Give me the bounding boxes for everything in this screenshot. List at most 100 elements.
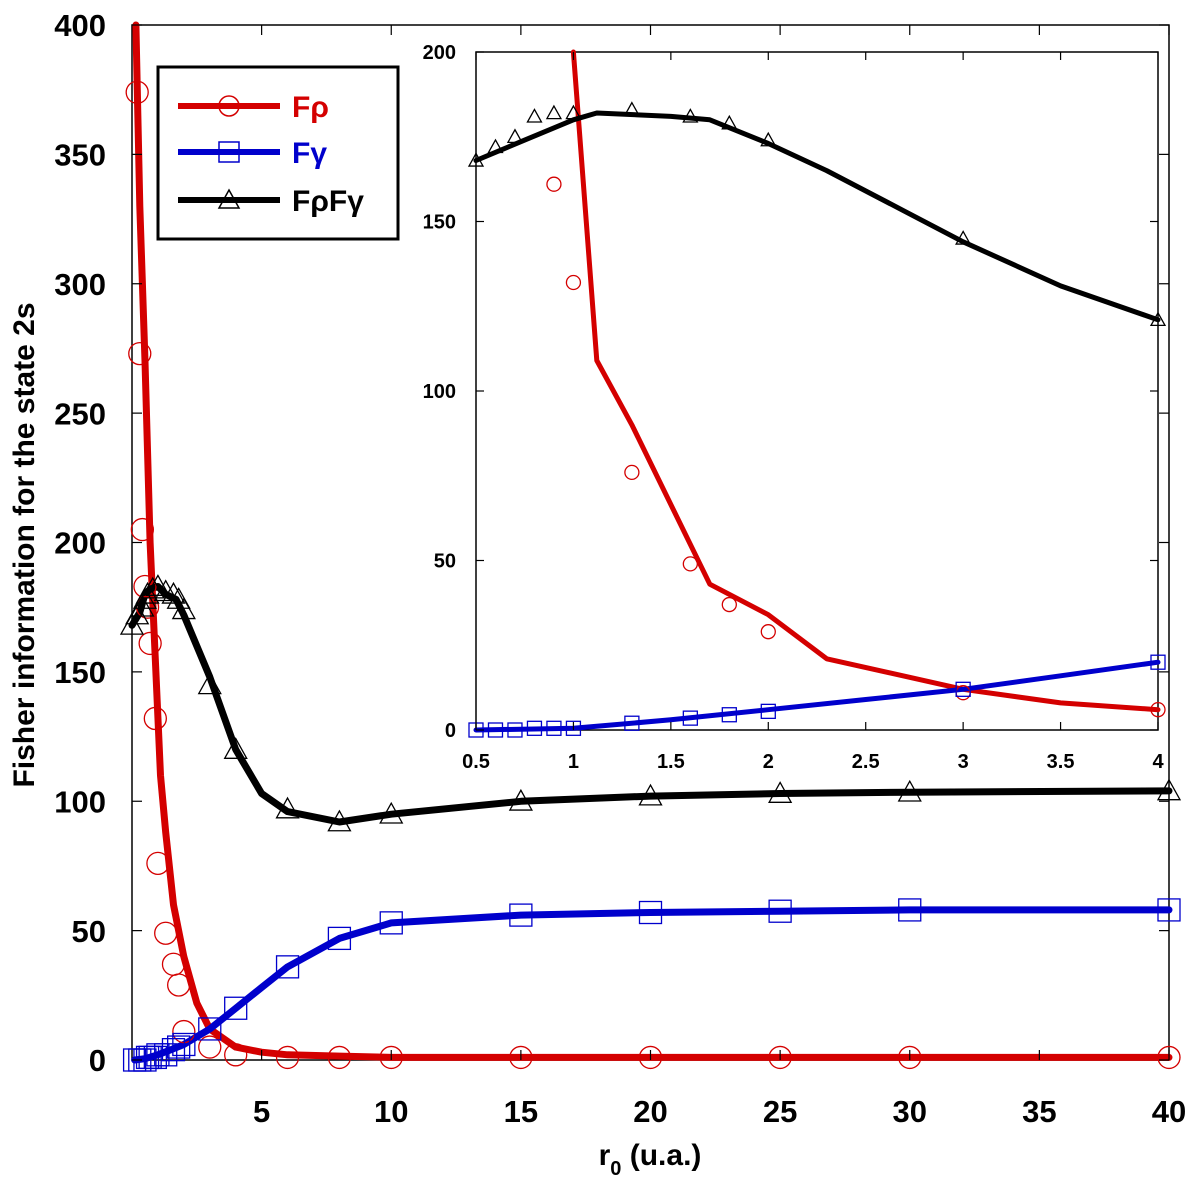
legend-square-marker bbox=[218, 141, 240, 163]
inset-point-frhofgamma bbox=[1149, 311, 1167, 327]
main-point-frho bbox=[198, 1035, 222, 1059]
inset-line-frho bbox=[570, 49, 1161, 713]
inset-point-frhofgamma bbox=[565, 104, 582, 120]
inset-point-frho bbox=[624, 464, 640, 481]
main-point-frho bbox=[167, 973, 191, 997]
inset-x-tick-label: 2 bbox=[763, 751, 774, 773]
main-point-frho bbox=[125, 80, 149, 104]
main-point-frhofgamma bbox=[223, 737, 248, 759]
main-point-frho bbox=[509, 1045, 533, 1070]
main-point-frhofgamma bbox=[508, 788, 533, 811]
main-point-frhofgamma bbox=[161, 581, 186, 604]
inset-point-fgamma bbox=[565, 720, 582, 736]
main-y-tick-label: 50 bbox=[72, 914, 106, 949]
main-point-fgamma bbox=[154, 1043, 178, 1067]
main-x-tick-label: 15 bbox=[504, 1094, 538, 1129]
main-x-tick-label: 35 bbox=[1022, 1094, 1056, 1129]
x-axis-label-unit: (u.a.) bbox=[621, 1139, 701, 1172]
main-x-tick-label: 30 bbox=[893, 1094, 927, 1129]
inset-point-frhofgamma bbox=[545, 104, 563, 120]
main-point-frhofgamma bbox=[135, 581, 160, 604]
main-point-frho bbox=[128, 341, 152, 366]
main-x-tick-label: 10 bbox=[374, 1094, 408, 1129]
x-axis-label: r0 (u.a.) bbox=[599, 1139, 702, 1180]
inset-point-fgamma bbox=[526, 720, 543, 736]
inset-point-frho bbox=[565, 274, 582, 291]
main-point-fgamma bbox=[275, 955, 300, 979]
main-point-frhofgamma bbox=[171, 597, 196, 620]
inset-point-frhofgamma bbox=[506, 128, 524, 143]
main-point-frho bbox=[143, 706, 167, 731]
main-point-frhofgamma bbox=[768, 781, 793, 803]
inset-x-tick-label: 1 bbox=[568, 751, 579, 773]
main-point-fgamma bbox=[172, 1032, 196, 1057]
legend-circle-marker bbox=[218, 95, 240, 117]
inset-series-markers bbox=[467, 101, 1167, 738]
inset-x-tick-label: 1.5 bbox=[657, 751, 685, 773]
legend-label-frhofgamma: FρFγ bbox=[292, 185, 364, 218]
main-point-frho bbox=[898, 1045, 922, 1070]
main-point-frho bbox=[379, 1045, 403, 1070]
inset-point-fgamma bbox=[760, 703, 776, 720]
inset-point-frhofgamma bbox=[682, 108, 699, 123]
inset-point-frho bbox=[1150, 702, 1166, 718]
legend-entry-fgamma: Fγ bbox=[178, 137, 327, 170]
main-y-tick-label: 300 bbox=[54, 267, 106, 302]
main-point-frho bbox=[275, 1045, 300, 1070]
inset-point-frhofgamma bbox=[623, 101, 640, 116]
main-point-frho bbox=[768, 1045, 792, 1070]
main-x-tick-label: 5 bbox=[253, 1094, 270, 1129]
inset-y-tick-label: 0 bbox=[445, 720, 456, 742]
main-point-frho bbox=[146, 851, 170, 875]
inset-x-tick-label: 3 bbox=[958, 751, 969, 773]
inset-point-fgamma bbox=[955, 681, 971, 697]
inset-x-tick-label: 3.5 bbox=[1047, 751, 1075, 773]
main-point-fgamma bbox=[224, 996, 248, 1020]
main-point-frhofgamma bbox=[140, 576, 165, 599]
main-y-tick-label: 100 bbox=[54, 784, 106, 819]
inset-line-frhofgamma bbox=[473, 110, 1161, 323]
main-point-frho bbox=[130, 517, 155, 542]
main-point-frho bbox=[138, 631, 162, 656]
inset-point-frhofgamma bbox=[487, 138, 504, 154]
inset-y-tick-label: 50 bbox=[434, 551, 456, 573]
legend-triangle-marker bbox=[217, 188, 241, 209]
main-y-tick-label: 0 bbox=[89, 1043, 106, 1078]
main-y-tick-label: 350 bbox=[54, 138, 106, 173]
inset-point-frhofgamma bbox=[526, 108, 543, 123]
inset-y-tick-label: 200 bbox=[423, 42, 456, 64]
main-point-frhofgamma bbox=[197, 672, 222, 695]
inset-point-frhofgamma bbox=[467, 152, 485, 167]
main-point-fgamma bbox=[898, 898, 922, 922]
main-y-tick-label: 400 bbox=[54, 8, 106, 43]
y-axis-label: Fisher information for the state 2s bbox=[8, 302, 41, 787]
inset-point-frho bbox=[721, 596, 737, 613]
main-series-markers bbox=[119, 80, 1182, 1072]
inset-series-lines bbox=[473, 49, 1161, 733]
main-point-fgamma bbox=[768, 899, 792, 923]
main-point-fgamma bbox=[1157, 898, 1181, 922]
main-point-frhofgamma bbox=[275, 796, 300, 819]
inset-axis-ticks: 0.5 1 1.5 2 2.5 3 3.5 4 0 50 100 150 200 bbox=[423, 42, 1165, 773]
inset-point-fgamma bbox=[624, 715, 640, 731]
inset-chart: 0.5 1 1.5 2 2.5 3 3.5 4 0 50 100 150 200 bbox=[423, 42, 1167, 773]
inset-x-tick-label: 2.5 bbox=[852, 751, 880, 773]
main-point-fgamma bbox=[327, 926, 352, 951]
main-point-frhofgamma bbox=[125, 602, 150, 625]
inset-x-tick-label: 4 bbox=[1152, 751, 1164, 773]
main-x-tick-label: 40 bbox=[1152, 1094, 1186, 1129]
inset-line-fgamma bbox=[473, 659, 1161, 733]
main-point-frhofgamma bbox=[130, 594, 155, 617]
inset-x-tick-label: 0.5 bbox=[462, 751, 490, 773]
main-point-frhofgamma bbox=[153, 579, 178, 602]
inset-y-tick-label: 100 bbox=[423, 381, 456, 403]
inset-point-frhofgamma bbox=[760, 131, 777, 147]
legend-label-frho: Fρ bbox=[292, 91, 329, 124]
main-y-tick-label: 250 bbox=[54, 396, 106, 431]
main-point-frho bbox=[224, 1043, 248, 1067]
inset-point-fgamma bbox=[1150, 654, 1166, 670]
main-point-frho bbox=[1157, 1045, 1181, 1070]
main-point-frho bbox=[161, 952, 186, 976]
main-point-frhofgamma bbox=[897, 779, 922, 802]
